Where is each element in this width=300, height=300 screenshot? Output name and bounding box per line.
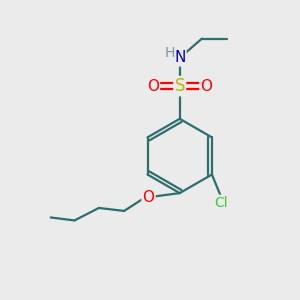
Text: S: S (175, 77, 185, 95)
Text: H: H (164, 46, 175, 60)
Text: O: O (142, 190, 154, 205)
Text: O: O (200, 79, 212, 94)
Text: O: O (147, 79, 159, 94)
Text: N: N (174, 50, 185, 65)
Text: Cl: Cl (214, 196, 228, 210)
